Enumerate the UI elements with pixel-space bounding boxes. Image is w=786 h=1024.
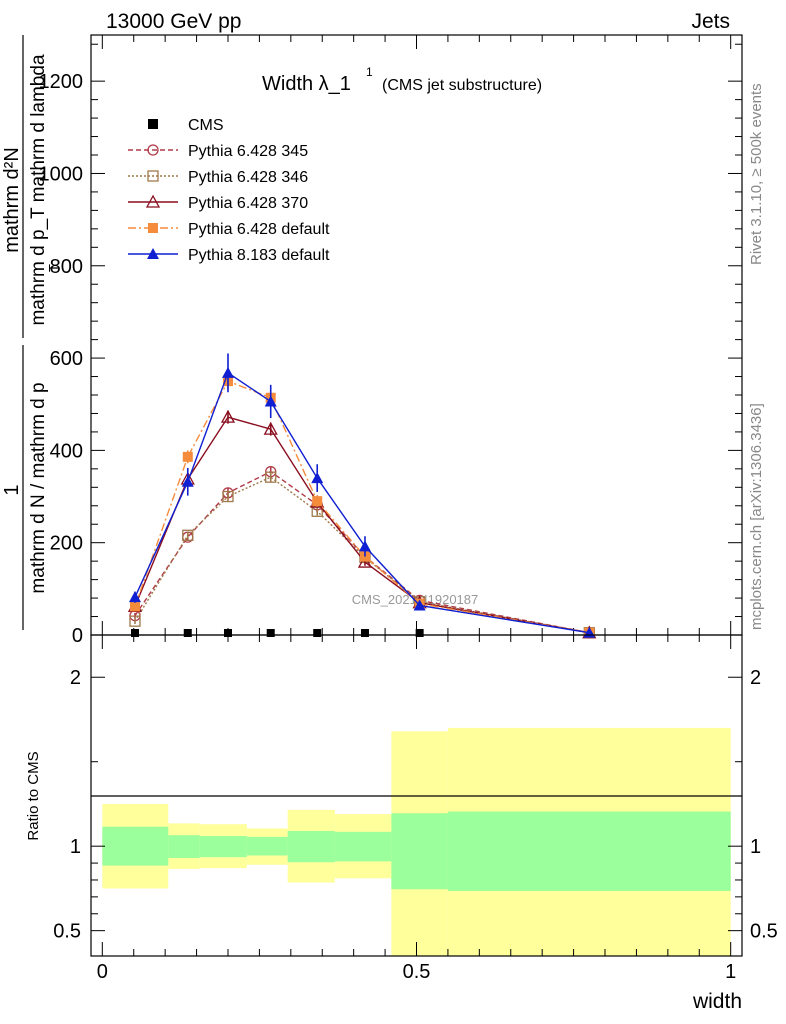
point-pythia-6-428-370 xyxy=(357,554,373,568)
point-cms xyxy=(183,629,192,637)
point-cms xyxy=(313,629,322,637)
legend-marker xyxy=(148,223,158,233)
point-pythia-8-183-default xyxy=(128,591,141,603)
ratio-x-axis: 0 0.5 1 xyxy=(97,635,736,983)
main-ytick-label: 0 xyxy=(72,625,83,647)
point-cms xyxy=(415,629,424,637)
legend-entry-cms: CMS xyxy=(148,117,224,134)
point-pythia-8-183-default xyxy=(181,475,194,487)
ratio-band-inner xyxy=(246,836,288,856)
legend: CMS Pythia 6.428 345 Pythia 6.428 346 Pythi… xyxy=(128,117,330,264)
point-pythia-8-183-default xyxy=(311,472,324,484)
legend-marker xyxy=(147,144,159,156)
energy-label: 13000 GeV pp xyxy=(106,10,241,33)
legend-marker xyxy=(147,248,159,259)
ylabel-numerator: mathrm d²N xyxy=(1,147,23,253)
main-ytick-label: 1000 xyxy=(39,163,84,185)
main-ytick-label: 1200 xyxy=(39,71,84,93)
legend-entry-pythia-8-183-default: Pythia 8.183 default xyxy=(128,247,330,264)
ratio-ytick-label: 0.5 xyxy=(53,921,81,943)
point-pythia-8-183-default xyxy=(413,599,426,611)
ratio-band-inner xyxy=(168,835,200,859)
point-pythia-6-428-370 xyxy=(220,409,236,423)
ratio-bands xyxy=(102,727,731,956)
legend-entry-pythia-6-428-370: Pythia 6.428 370 xyxy=(128,194,308,212)
main-ytick-label: 400 xyxy=(50,440,83,462)
point-pythia-6-428-346 xyxy=(265,471,277,483)
ratio-ytick-label: 1 xyxy=(70,836,81,858)
point-pythia-6-428-346 xyxy=(222,490,234,503)
ylabel-prefix-denominator: mathrm d N / mathrm d p xyxy=(28,382,49,593)
series-group xyxy=(127,353,597,639)
ylabel-prefix-numerator: 1 xyxy=(1,484,23,495)
main-ytick-label: 600 xyxy=(50,348,83,370)
main-y-axis: 0 200 400 600 800 1000 1200 xyxy=(39,43,742,647)
series-cms xyxy=(130,629,594,637)
ratio-ytick-label-right: 1 xyxy=(750,836,761,858)
ratio-xtick-label: 0.5 xyxy=(403,961,431,983)
series-line-pythia-6-428-default xyxy=(134,380,590,634)
main-ytick-label: 800 xyxy=(50,256,83,278)
ratio-ytick-label-right: 2 xyxy=(750,667,761,689)
point-cms xyxy=(360,629,369,637)
point-pythia-6-428-346 xyxy=(129,615,141,627)
legend-marker xyxy=(145,194,161,208)
point-cms xyxy=(266,629,275,637)
rivet-version-label: Rivet 3.1.10, ≥ 500k events xyxy=(748,83,765,265)
point-cms xyxy=(223,629,232,637)
legend-label: Pythia 6.428 346 xyxy=(188,169,308,186)
point-pythia-6-428-default xyxy=(182,451,193,462)
title-superscript: 1 xyxy=(366,65,373,79)
title-main: Width λ_1 xyxy=(262,73,351,95)
ylabel-denominator: mathrm d p_T mathrm d lambda xyxy=(28,54,49,325)
mcplots-reference: mcplots.cern.ch [arXiv:1306.3436] xyxy=(748,403,765,630)
ratio-xtick-label: 0 xyxy=(97,961,108,983)
point-pythia-8-183-default xyxy=(358,540,371,552)
point-pythia-6-428-default xyxy=(129,601,140,612)
point-pythia-6-428-346 xyxy=(182,529,194,541)
main-x-ticks xyxy=(101,35,732,635)
point-pythia-6-428-370 xyxy=(263,421,278,435)
series-line-pythia-6-428-346 xyxy=(134,476,590,634)
ratio-panel: 0.5 0.51 12 2 0 0.5 1 Ratio to CMS width xyxy=(25,634,778,1013)
legend-marker xyxy=(147,170,159,182)
point-pythia-8-183-default xyxy=(264,395,277,407)
ratio-band-inner xyxy=(334,831,392,862)
legend-label: Pythia 6.428 default xyxy=(188,221,330,238)
main-ytick-label: 200 xyxy=(50,533,83,555)
legend-label: Pythia 6.428 345 xyxy=(188,143,308,160)
legend-entry-pythia-6-428-default: Pythia 6.428 default xyxy=(128,221,330,238)
chart-title: Width λ_1 1 (CMS jet substructure) xyxy=(262,65,542,95)
ylabel-subscript: T xyxy=(46,264,61,272)
ratio-ytick-label: 2 xyxy=(70,667,81,689)
ratio-y-axis: 0.5 0.5 1 1 2 2 xyxy=(53,667,778,942)
title-subtitle: (CMS jet substructure) xyxy=(382,77,542,94)
point-pythia-8-183-default xyxy=(221,366,234,378)
legend-entry-pythia-6-428-346: Pythia 6.428 346 xyxy=(128,169,308,186)
ratio-xtick-label: 1 xyxy=(725,961,736,983)
ratio-ytick-label-right: 0.5 xyxy=(750,921,778,943)
point-pythia-6-428-default xyxy=(312,496,323,507)
x-axis-label: width xyxy=(692,990,742,1013)
series-line-pythia-8-183-default xyxy=(134,371,590,634)
ratio-y-label: Ratio to CMS xyxy=(25,751,42,840)
process-label: Jets xyxy=(691,10,730,33)
legend-label: Pythia 8.183 default xyxy=(188,247,330,264)
ratio-band-inner xyxy=(102,826,169,866)
legend-entry-pythia-6-428-345: Pythia 6.428 345 xyxy=(128,143,308,160)
legend-marker xyxy=(148,119,158,129)
ratio-band-inner xyxy=(447,811,731,891)
legend-label: Pythia 6.428 370 xyxy=(188,195,308,212)
point-cms xyxy=(130,629,139,637)
ratio-band-inner xyxy=(287,830,335,863)
ratio-band-inner xyxy=(199,836,247,858)
main-y-label: 1 mathrm d N / mathrm d p mathrm d²N mat… xyxy=(1,35,61,630)
ratio-band-inner xyxy=(391,813,448,890)
legend-label: CMS xyxy=(188,117,224,134)
